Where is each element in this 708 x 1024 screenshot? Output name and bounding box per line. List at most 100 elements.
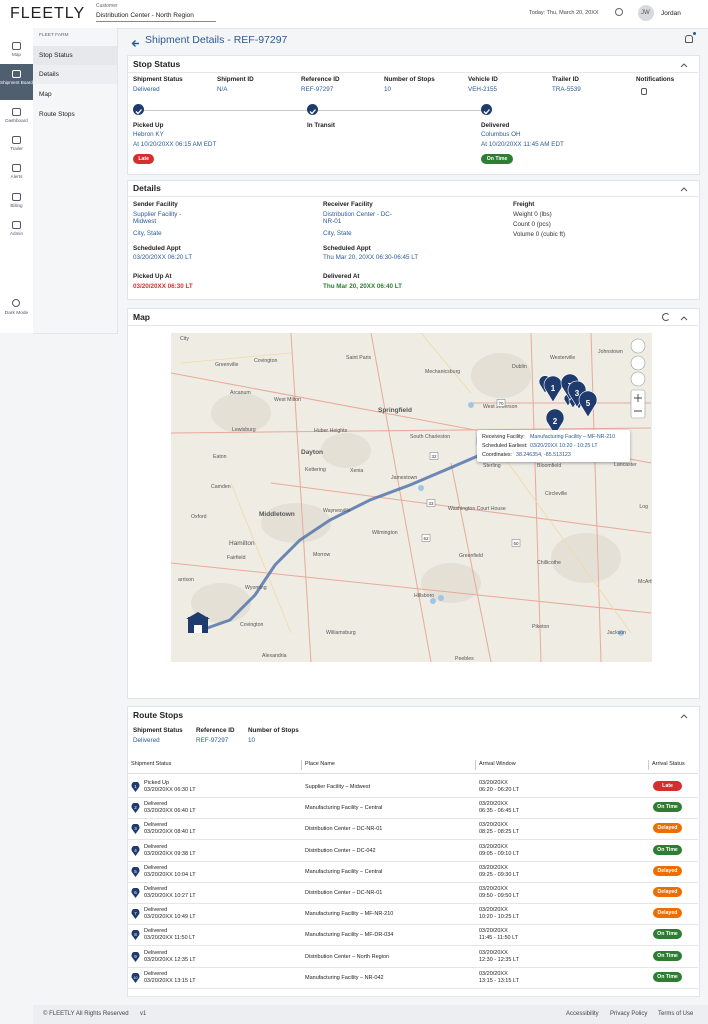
row-status: Delivered <box>144 907 168 914</box>
section-title: Map <box>133 312 150 322</box>
row-place: Distribution Center – DC-042 <box>305 847 376 854</box>
place-label: South Charleston <box>410 434 450 440</box>
water <box>468 402 474 408</box>
nav-icon <box>12 164 21 172</box>
info-icon[interactable] <box>615 8 623 16</box>
road-minor <box>230 482 292 634</box>
row-date: 03/20/20XX <box>479 780 508 786</box>
customer-select[interactable]: Distribution Center - North Region <box>96 12 194 19</box>
timeline-city: Columbus OH <box>481 131 521 138</box>
place-label: Morrow <box>313 552 331 558</box>
marker-number: 2 <box>553 417 558 426</box>
collapse-icon[interactable] <box>680 315 688 321</box>
footer-link[interactable]: Privacy Policy <box>610 1011 648 1017</box>
road-number: 70 <box>498 401 504 406</box>
stop-icon: 8 <box>131 930 140 941</box>
subnav-item[interactable]: Route Stops <box>39 111 75 118</box>
footer-link[interactable]: Accessibility <box>566 1011 599 1017</box>
customer-label: Customer <box>96 3 118 9</box>
stop-icon: 9 <box>131 951 140 962</box>
urban-area <box>261 503 331 543</box>
marker-number: 3 <box>575 389 580 398</box>
nav-item[interactable]: Alerts <box>10 174 23 179</box>
bell-icon[interactable] <box>685 35 693 43</box>
collapse-icon[interactable] <box>680 62 688 68</box>
facility-city: City, State <box>133 230 162 237</box>
row-date: 03/20/20XX <box>479 928 508 935</box>
row-window: 09:50 - 09:50 LT <box>479 893 519 899</box>
row-place: Manufacturing Facility – MF-NR-210 <box>305 911 394 918</box>
timeline-dot <box>307 104 318 115</box>
road-shield <box>426 499 436 507</box>
stop-pin <box>131 845 140 856</box>
subnav-item[interactable]: Details <box>39 71 59 78</box>
stop-icon: 5 <box>131 866 140 877</box>
place-label: Waynesville <box>323 508 351 514</box>
stop-icon: 6 <box>131 888 140 898</box>
event-label: Picked Up At <box>133 273 172 280</box>
row-divider <box>127 945 698 946</box>
subnav-item[interactable]: Map <box>39 91 52 98</box>
place-label: Middletown <box>259 511 295 518</box>
chevron <box>680 714 688 719</box>
collapse-icon[interactable] <box>680 713 688 719</box>
stop-number: 9 <box>134 953 137 958</box>
place-label: Piketon <box>532 624 549 630</box>
row-divider <box>127 839 698 840</box>
event-label: Delivered At <box>323 273 360 280</box>
water <box>438 595 444 601</box>
nav-icon <box>12 42 21 50</box>
timeline-dot <box>481 104 492 115</box>
place-label: City <box>180 336 189 342</box>
stop-number: 4 <box>134 847 137 852</box>
place-label: Camden <box>211 484 231 490</box>
road <box>530 333 542 662</box>
field-label: Reference ID <box>196 727 235 734</box>
place-label: Covington <box>254 358 277 364</box>
collapse-icon[interactable] <box>680 186 688 192</box>
notification-icon[interactable] <box>641 88 647 95</box>
map-control <box>630 338 646 354</box>
warehouse-door <box>194 625 202 633</box>
subnav-item[interactable]: Stop Status <box>39 52 73 59</box>
column-divider <box>475 760 476 770</box>
nav-item[interactable]: Admin <box>9 231 24 236</box>
footer-link[interactable]: Terms of Use <box>658 1011 694 1017</box>
map[interactable]: City Covington Saint Paris Greenville Mechan… <box>171 333 652 662</box>
place-label: Hamilton <box>229 540 255 547</box>
user-name[interactable]: Jordan <box>661 10 681 17</box>
nav-icon <box>12 221 21 229</box>
road-shield <box>421 534 431 542</box>
road-minor <box>500 452 632 634</box>
column-header: Shipment Status <box>131 761 172 767</box>
refresh-icon[interactable] <box>662 313 670 321</box>
field-value: VEH-2155 <box>468 86 498 93</box>
nav-item[interactable]: Trailer <box>10 146 23 151</box>
place-label: Circleville <box>545 491 567 497</box>
stop-icon: 1 <box>131 782 140 792</box>
place-label: Greenville <box>215 362 238 368</box>
row-window: 12:30 - 12:35 LT <box>479 956 519 963</box>
row-date: 03/20/20XX <box>479 949 508 956</box>
stop-pin <box>131 909 140 920</box>
back-arrow[interactable] <box>131 35 140 47</box>
arrival-badge: On Time <box>653 950 682 961</box>
logo: FLEETLY <box>10 5 86 22</box>
row-date: 03/20/20XX <box>479 843 508 850</box>
row-status: Delivered <box>144 949 168 956</box>
nav-item[interactable]: Shipment Board <box>0 80 33 85</box>
row-time: 03/20/20XX 12:35 LT <box>144 956 196 963</box>
place-label: Xenia <box>350 468 363 474</box>
row-place: Manufacturing Facility – Central <box>305 868 383 875</box>
nav-item[interactable]: Billing <box>10 203 23 208</box>
dark-mode[interactable]: Dark Mode <box>4 311 29 316</box>
nav-item[interactable]: Dashboard <box>5 118 28 123</box>
arrival-badge: Late <box>653 781 682 791</box>
row-divider <box>127 987 698 989</box>
nav-item[interactable]: Map <box>12 52 21 57</box>
marker-number: 1 <box>551 384 556 393</box>
section-title: Details <box>133 183 161 193</box>
water <box>430 598 436 604</box>
road-number: 62 <box>423 536 429 541</box>
field-value: Delivered <box>133 737 160 744</box>
